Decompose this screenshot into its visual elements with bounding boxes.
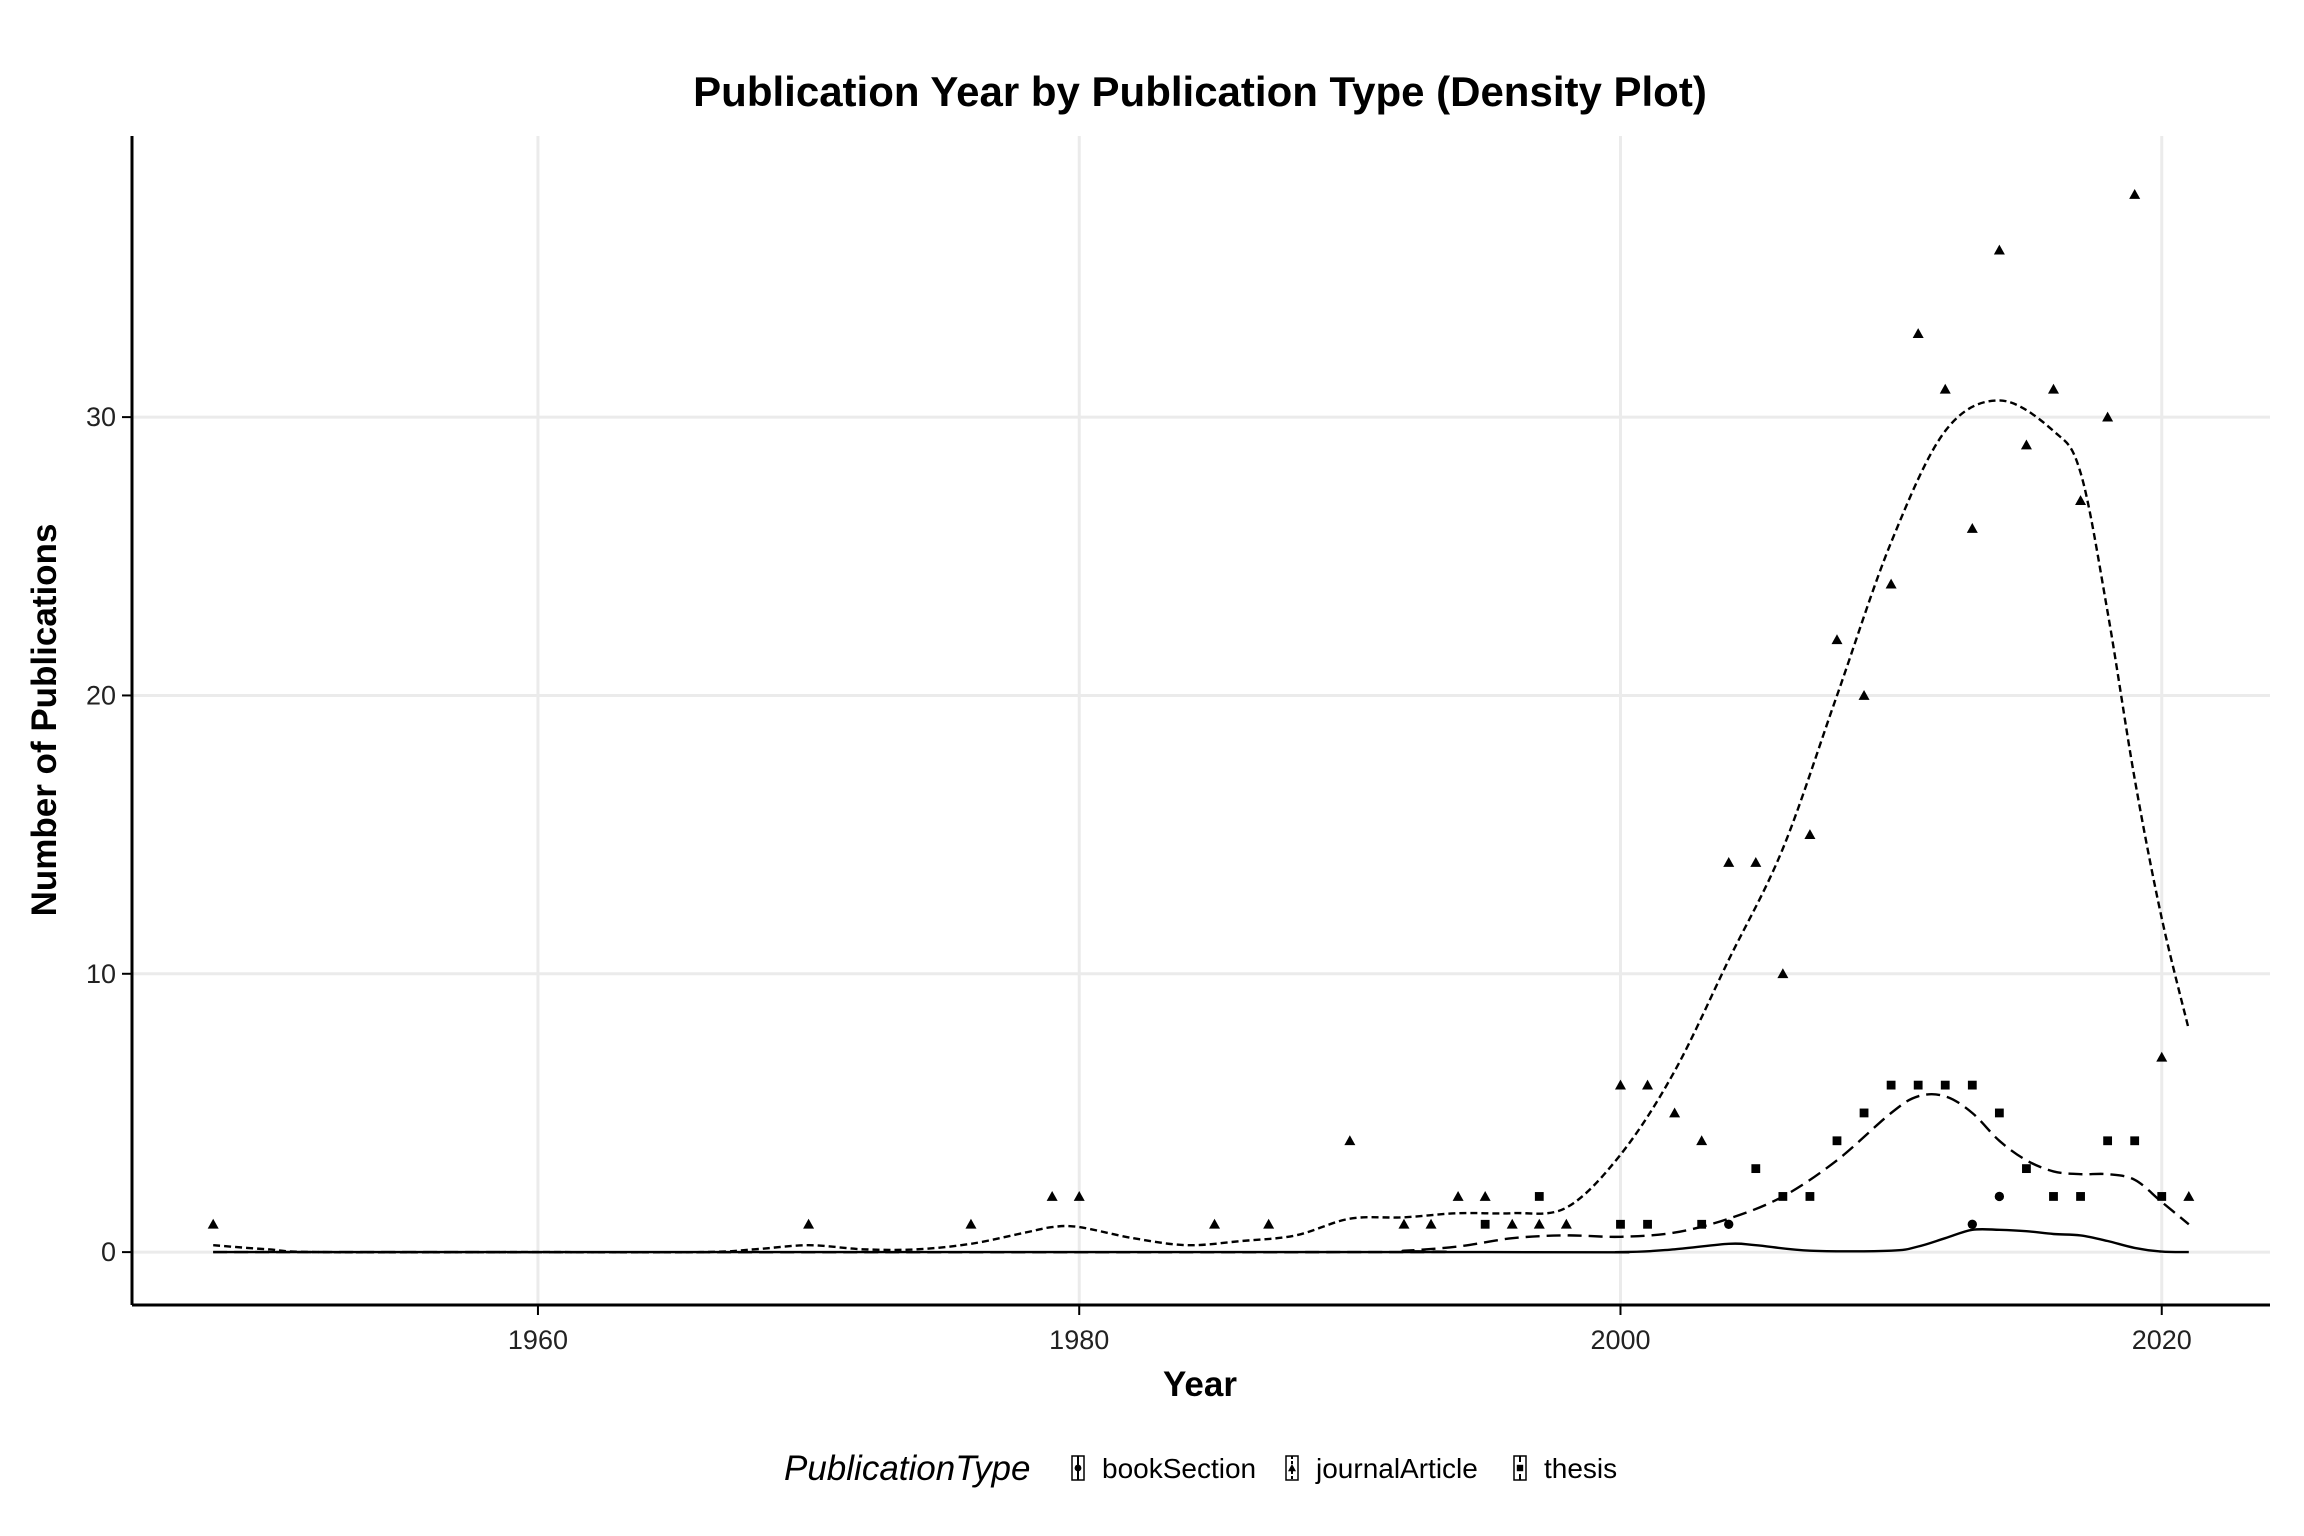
legend-label-bookSection: bookSection xyxy=(1102,1453,1256,1484)
y-tick-label: 0 xyxy=(101,1237,116,1267)
thesis-point xyxy=(1751,1164,1761,1174)
thesis-point xyxy=(1697,1219,1707,1229)
thesis-point xyxy=(1778,1192,1788,1201)
thesis-point xyxy=(1994,1108,2004,1118)
journalArticle-point xyxy=(2047,383,2059,394)
journalArticle-point xyxy=(1344,1135,1356,1146)
journalArticle-point xyxy=(1723,856,1735,867)
y-tick-label: 20 xyxy=(86,680,116,710)
legend-label-thesis: thesis xyxy=(1544,1453,1617,1484)
journalArticle-point xyxy=(1263,1218,1275,1229)
journalArticle-point xyxy=(1398,1218,1410,1229)
legend-marker-journalArticle xyxy=(1288,1464,1296,1472)
journalArticle-point xyxy=(1777,968,1789,979)
x-tick-label: 2000 xyxy=(1590,1325,1650,1355)
journalArticle-point xyxy=(1858,689,1870,700)
thesis-point xyxy=(1534,1192,1544,1201)
thesis-point xyxy=(2130,1136,2140,1146)
thesis-point xyxy=(1832,1136,1842,1146)
journalArticle-point xyxy=(2183,1190,2195,1201)
chart-title: Publication Year by Publication Type (De… xyxy=(693,68,1707,115)
y-tick-label: 10 xyxy=(86,959,116,989)
y-tick-label: 30 xyxy=(86,402,116,432)
journalArticle-point xyxy=(1642,1079,1654,1090)
thesis-point xyxy=(2049,1192,2058,1201)
legend-item-journalArticle: journalArticle xyxy=(1285,1453,1478,1484)
thesis-point xyxy=(1967,1080,1977,1090)
gridlines xyxy=(132,136,2270,1305)
thesis-point xyxy=(2022,1164,2031,1174)
journalArticle-point xyxy=(1831,634,1843,645)
legend-item-thesis: thesis xyxy=(1513,1453,1617,1484)
bookSection-point xyxy=(1967,1219,1977,1229)
journalArticle-point xyxy=(2102,411,2114,422)
journalArticle-point xyxy=(965,1218,977,1229)
journalArticle-point xyxy=(1425,1218,1437,1229)
journalArticle-point xyxy=(1696,1135,1708,1146)
data-points xyxy=(207,188,2195,1229)
journalArticle-point xyxy=(2075,495,2087,506)
x-axis-title: Year xyxy=(1163,1365,1237,1404)
journalArticle-point xyxy=(207,1218,219,1229)
thesis-point xyxy=(2103,1136,2113,1146)
legend-title: PublicationType xyxy=(784,1449,1030,1488)
legend-label-journalArticle: journalArticle xyxy=(1315,1453,1478,1484)
journalArticle-point xyxy=(1209,1218,1221,1229)
journalArticle-point xyxy=(803,1218,815,1229)
legend-item-bookSection: bookSection xyxy=(1071,1453,1256,1484)
axes: 1960 1980 2000 2020 0 10 20 30 xyxy=(86,136,2270,1355)
thesis-point xyxy=(1805,1192,1815,1201)
thesis-density-curve xyxy=(213,1093,2190,1254)
journalArticle-point xyxy=(1479,1190,1491,1201)
density-curves xyxy=(213,399,2190,1254)
journalArticle-point xyxy=(1614,1079,1626,1090)
journalArticle-point xyxy=(1804,829,1816,840)
bookSection-point xyxy=(1994,1191,2005,1202)
legend-marker-thesis xyxy=(1516,1464,1524,1472)
journalArticle-point xyxy=(1912,328,1924,339)
x-tick-label: 1980 xyxy=(1049,1325,1109,1355)
journalArticle-point xyxy=(2156,1051,2168,1062)
thesis-point xyxy=(2076,1192,2085,1201)
journalArticle-point xyxy=(2020,439,2032,450)
journalArticle-point xyxy=(1560,1218,1572,1229)
journalArticle-point xyxy=(1993,244,2005,255)
journalArticle-point xyxy=(1885,578,1897,589)
journalArticle-point xyxy=(1669,1107,1681,1118)
legend: PublicationType bookSection journalArticl… xyxy=(784,1449,1617,1488)
journalArticle-point xyxy=(2129,188,2141,199)
thesis-point xyxy=(2157,1192,2167,1201)
thesis-point xyxy=(1913,1080,1923,1090)
x-tick-label: 1960 xyxy=(508,1325,568,1355)
thesis-point xyxy=(1480,1219,1490,1229)
journalArticle-point xyxy=(1939,383,1951,394)
y-axis-title: Number of Publications xyxy=(25,524,64,917)
thesis-point xyxy=(1940,1080,1950,1090)
journalArticle-point xyxy=(1506,1218,1518,1229)
legend-marker-bookSection xyxy=(1074,1464,1082,1472)
thesis-point xyxy=(1859,1108,1869,1118)
journalArticle-point xyxy=(1452,1190,1464,1201)
bookSection-density-curve xyxy=(213,1227,2189,1254)
journalArticle-point xyxy=(1073,1190,1085,1201)
thesis-point xyxy=(1616,1219,1625,1229)
x-tick-label: 2020 xyxy=(2132,1325,2192,1355)
journalArticle-point xyxy=(1046,1190,1058,1201)
thesis-point xyxy=(1643,1219,1652,1229)
bookSection-point xyxy=(1724,1219,1734,1229)
journalArticle-point xyxy=(1533,1218,1545,1229)
journalArticle-density-curve xyxy=(213,399,2190,1254)
journalArticle-point xyxy=(1750,856,1762,867)
thesis-point xyxy=(1886,1080,1896,1090)
journalArticle-point xyxy=(1966,522,1978,533)
